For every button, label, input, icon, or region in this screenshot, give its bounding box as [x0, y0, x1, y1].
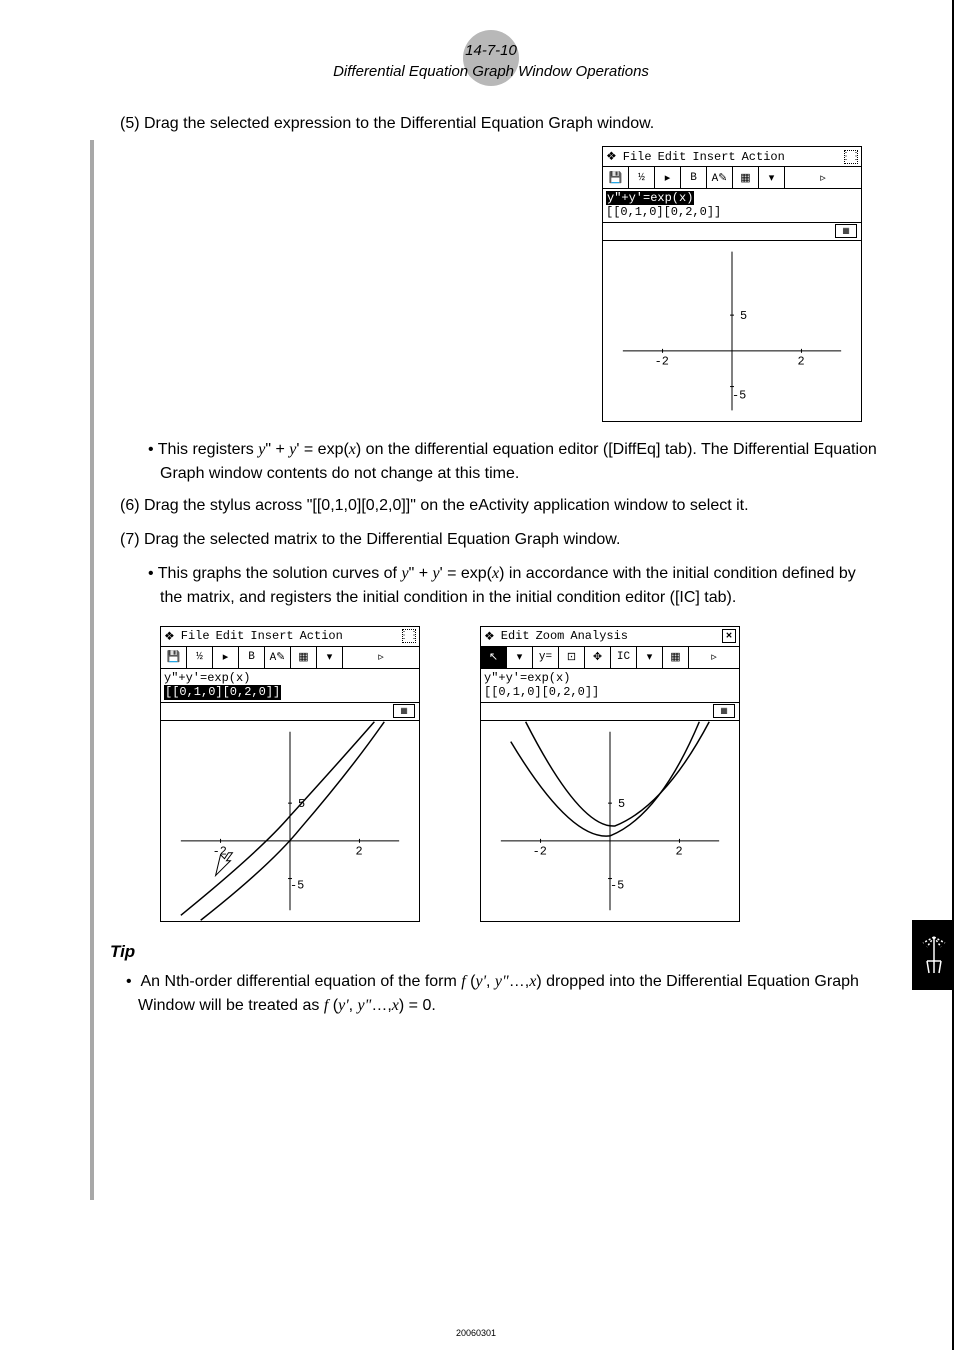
more-icon[interactable]: ▹ [785, 167, 861, 188]
calc3-graph: 5 -5 -2 2 [481, 721, 739, 921]
step-6: (6) Drag the stylus across "[[0,1,0][0,2… [120, 494, 882, 518]
svg-text:5: 5 [618, 797, 625, 811]
page-header: 14-7-10 Differential Equation Graph Wind… [100, 40, 882, 82]
footer-date: 20060301 [0, 1328, 952, 1338]
save-icon[interactable]: 💾 [603, 167, 629, 188]
close-icon[interactable]: ⋮⋮ [844, 150, 858, 164]
svg-text:2: 2 [355, 844, 362, 858]
calc1-graph: 5 -5 -2 2 [603, 241, 861, 421]
menu-logo-icon: ❖ [606, 149, 617, 164]
calc-screenshot-1: ❖ File Edit Insert Action ⋮⋮ 💾 ½ ▸ B A✎ … [602, 146, 862, 422]
ic-icon[interactable]: IC [611, 647, 637, 668]
bold-icon[interactable]: B [681, 167, 707, 188]
svg-text:-2: -2 [533, 844, 547, 858]
calc3-text: y"+y'=exp(x) [[0,1,0][0,2,0]] [481, 669, 739, 703]
step-7: (7) Drag the selected matrix to the Diff… [120, 528, 882, 552]
calc3-strip: ▦ [481, 703, 739, 721]
calc2-text: y"+y'=exp(x) [[0,1,0][0,2,0]] [161, 669, 419, 703]
matrix-highlighted: [[0,1,0][0,2,0]] [164, 685, 281, 699]
menu-file[interactable]: File [623, 150, 652, 164]
menu-logo-icon: ❖ [164, 629, 175, 644]
step7-bullet: This graphs the solution curves of y" + … [148, 562, 882, 610]
calc1-text: y"+y'=exp(x) [[0,1,0][0,2,0]] [603, 189, 861, 223]
menu-insert[interactable]: Insert [692, 150, 735, 164]
pan-icon[interactable]: ✥ [585, 647, 611, 668]
calc2-toolbar: 💾 ½ ▸ B A✎ ▦ ▾ ▹ [161, 647, 419, 669]
calc3-toolbar: ↖ ▾ y= ⊡ ✥ IC ▾ ▦ ▹ [481, 647, 739, 669]
dropdown-icon[interactable]: ▾ [507, 647, 533, 668]
menu-insert[interactable]: Insert [250, 629, 293, 643]
dropdown-icon[interactable]: ▾ [317, 647, 343, 668]
calc2-menubar: ❖ File Edit Insert Action ⋮⋮ [161, 627, 419, 647]
expr-highlighted: y"+y'=exp(x) [606, 191, 694, 205]
menu-edit[interactable]: Edit [658, 150, 687, 164]
graph-icon[interactable]: ▦ [733, 167, 759, 188]
svg-text:2: 2 [797, 355, 804, 369]
side-tab-icon [912, 920, 954, 990]
calc2-strip: ▦ [161, 703, 419, 721]
graph-icon[interactable]: ▦ [291, 647, 317, 668]
strip-graph-icon[interactable]: ▦ [835, 224, 857, 238]
save-icon[interactable]: 💾 [161, 647, 187, 668]
tip-text: • An Nth-order differential equation of … [126, 970, 882, 1018]
menu-edit[interactable]: Edit [216, 629, 245, 643]
matrix-text: [[0,1,0][0,2,0]] [606, 205, 721, 219]
menu-action[interactable]: Action [742, 150, 785, 164]
header-page-ref: 14-7-10 [100, 40, 882, 61]
screenshots-row: ❖ File Edit Insert Action ⋮⋮ 💾 ½ ▸ B A✎ … [160, 626, 882, 922]
dropdown2-icon[interactable]: ▾ [637, 647, 663, 668]
svg-text:-5: -5 [610, 878, 624, 892]
header-title: Differential Equation Graph Window Opera… [100, 61, 882, 82]
select-icon[interactable]: ↖ [481, 647, 507, 668]
close-icon[interactable]: ⋮⋮ [402, 629, 416, 643]
menu-zoom[interactable]: Zoom [536, 629, 565, 643]
strip-graph-icon[interactable]: ▦ [393, 704, 415, 718]
calc1-menubar: ❖ File Edit Insert Action ⋮⋮ [603, 147, 861, 167]
window-icon[interactable]: ▦ [663, 647, 689, 668]
expr-text: y"+y'=exp(x) [164, 671, 250, 685]
svg-text:-5: -5 [290, 878, 304, 892]
screenshot-1-wrap: ❖ File Edit Insert Action ⋮⋮ 💾 ½ ▸ B A✎ … [120, 146, 862, 422]
close-icon[interactable]: ✕ [722, 629, 736, 643]
text-icon[interactable]: A✎ [265, 647, 291, 668]
trace-icon[interactable]: y= [533, 647, 559, 668]
svg-text:-2: -2 [655, 355, 669, 369]
expr-text: y"+y'=exp(x) [484, 671, 570, 685]
step5-bullet: This registers y" + y' = exp(x) on the d… [148, 438, 882, 486]
left-margin-bar [90, 140, 94, 1200]
fraction-icon[interactable]: ½ [629, 167, 655, 188]
calc1-strip: ▦ [603, 223, 861, 241]
menu-logo-icon: ❖ [484, 629, 495, 644]
bold-icon[interactable]: B [239, 647, 265, 668]
content-area: (5) Drag the selected expression to the … [120, 112, 882, 1018]
svg-text:5: 5 [740, 309, 747, 323]
menu-edit[interactable]: Edit [501, 629, 530, 643]
calc2-graph: 5 -5 -2 2 [161, 721, 419, 921]
menu-analysis[interactable]: Analysis [570, 629, 628, 643]
calc1-toolbar: 💾 ½ ▸ B A✎ ▦ ▾ ▹ [603, 167, 861, 189]
zoom-box-icon[interactable]: ⊡ [559, 647, 585, 668]
pointer-icon[interactable]: ▸ [213, 647, 239, 668]
more-icon[interactable]: ▹ [689, 647, 739, 668]
svg-text:2: 2 [675, 844, 682, 858]
step-5: (5) Drag the selected expression to the … [120, 112, 882, 136]
calc-screenshot-2: ❖ File Edit Insert Action ⋮⋮ 💾 ½ ▸ B A✎ … [160, 626, 420, 922]
tip-heading: Tip [110, 942, 882, 962]
text-icon[interactable]: A✎ [707, 167, 733, 188]
calc3-menubar: ❖ Edit Zoom Analysis ✕ [481, 627, 739, 647]
matrix-text: [[0,1,0][0,2,0]] [484, 685, 599, 699]
strip-graph-icon[interactable]: ▦ [713, 704, 735, 718]
page-container: 14-7-10 Differential Equation Graph Wind… [0, 0, 954, 1350]
calc-screenshot-3: ❖ Edit Zoom Analysis ✕ ↖ ▾ y= ⊡ ✥ IC ▾ ▦… [480, 626, 740, 922]
dropdown-icon[interactable]: ▾ [759, 167, 785, 188]
menu-file[interactable]: File [181, 629, 210, 643]
pointer-icon[interactable]: ▸ [655, 167, 681, 188]
fraction-icon[interactable]: ½ [187, 647, 213, 668]
menu-action[interactable]: Action [300, 629, 343, 643]
more-icon[interactable]: ▹ [343, 647, 419, 668]
svg-text:-5: -5 [732, 388, 746, 402]
